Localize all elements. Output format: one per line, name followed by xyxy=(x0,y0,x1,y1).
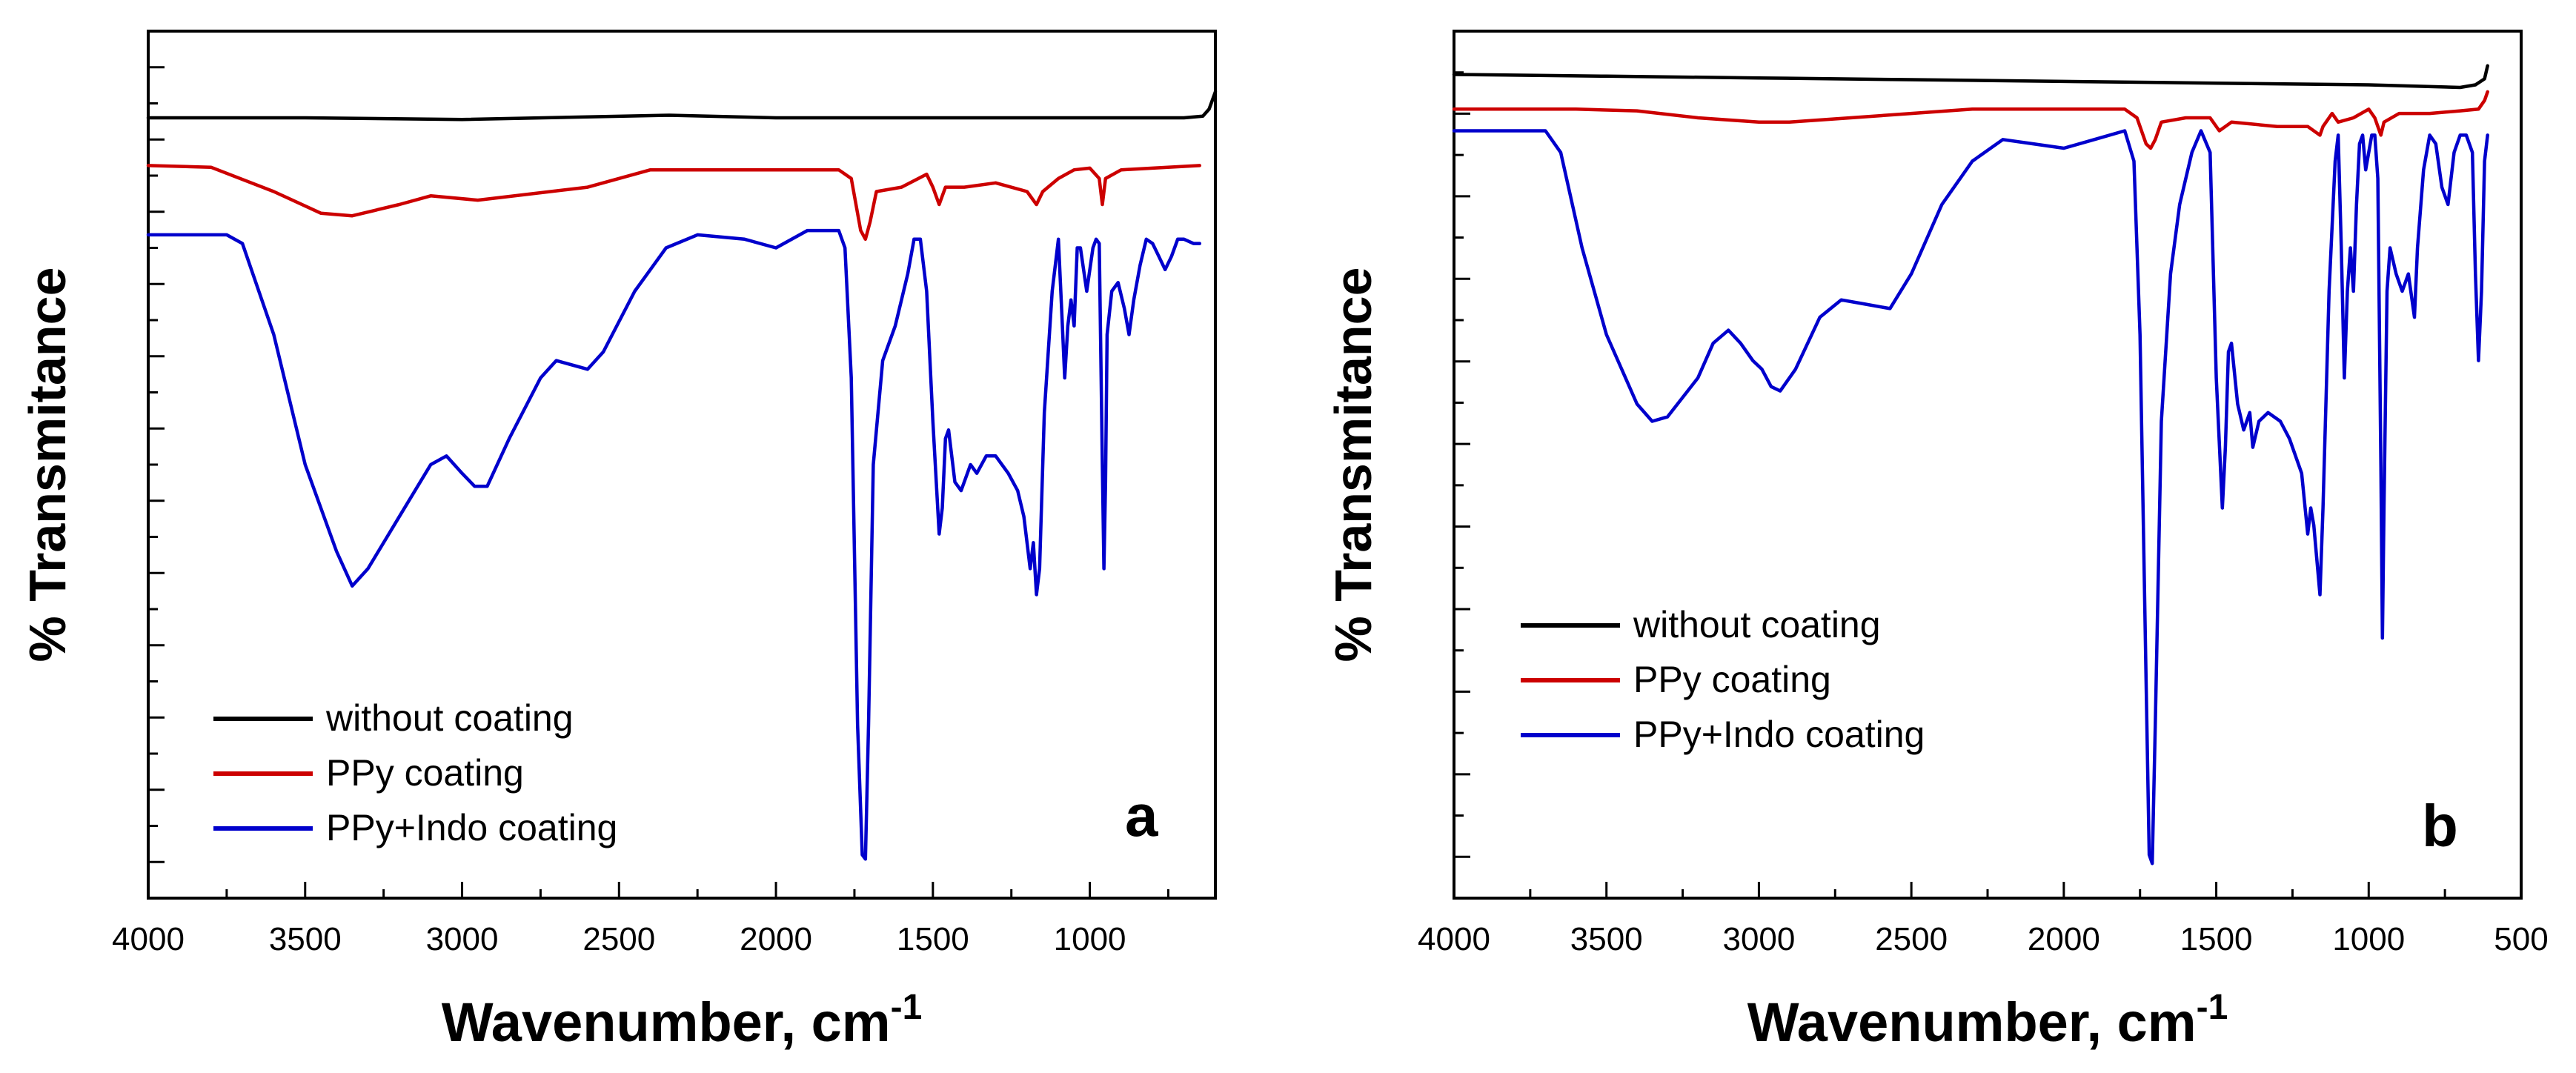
legend-label: PPy coating xyxy=(326,752,524,794)
x-axis-title: Wavenumber, cm-1 xyxy=(1747,988,2228,1053)
legend-label: PPy+Indo coating xyxy=(326,807,617,848)
x-axis-title-text: Wavenumber, cm xyxy=(442,991,891,1053)
x-tick-label: 1000 xyxy=(2332,921,2405,957)
x-tick-label: 3000 xyxy=(1722,921,1795,957)
y-axis-title: % Transmitance xyxy=(19,268,76,662)
x-axis-ticks: 4000 3500 3000 2500 2000 1500 1000 500 xyxy=(1418,882,2549,957)
series-line-without-coating xyxy=(146,90,1218,122)
x-axis-title-superscript: -1 xyxy=(2197,988,2228,1027)
x-tick-label: 4000 xyxy=(1418,921,1490,957)
x-axis-title: Wavenumber, cm-1 xyxy=(442,988,923,1053)
series-line-without-coating xyxy=(1452,64,2489,90)
x-tick-label: 1000 xyxy=(1054,921,1126,957)
y-axis-ticks xyxy=(1454,71,1470,858)
x-tick-label: 2500 xyxy=(582,921,655,957)
legend-label: PPy+Indo coating xyxy=(1633,714,1925,755)
x-tick-label: 2000 xyxy=(740,921,812,957)
legend: without coating PPy coating PPy+Indo coa… xyxy=(213,697,617,848)
y-axis-ticks xyxy=(148,66,165,863)
x-axis-title-text: Wavenumber, cm xyxy=(1747,991,2197,1053)
plot-frame xyxy=(147,30,1217,900)
series-line-ppy-coating xyxy=(1452,90,2489,150)
legend-label: without coating xyxy=(325,697,574,739)
legend: without coating PPy coating PPy+Indo coa… xyxy=(1521,604,1925,755)
x-tick-label: 1500 xyxy=(897,921,969,957)
panel-letter: a xyxy=(1125,783,1158,848)
legend-label: PPy coating xyxy=(1633,659,1831,700)
plot-area xyxy=(1452,64,2489,866)
x-tick-label: 3000 xyxy=(426,921,499,957)
x-tick-label: 500 xyxy=(2494,921,2548,957)
x-tick-label: 2500 xyxy=(1875,921,1948,957)
y-axis-title: % Transmitance xyxy=(1324,268,1382,662)
series-line-ppy-indo-coating xyxy=(1452,129,2489,866)
plot-area xyxy=(146,90,1218,861)
series-line-ppy-indo-coating xyxy=(146,228,1202,861)
x-tick-label: 3500 xyxy=(1570,921,1643,957)
panel-letter: b xyxy=(2422,793,2458,859)
plot-frame xyxy=(1453,30,2523,900)
x-axis-title-superscript: -1 xyxy=(891,988,923,1027)
panel-a: 4000 3500 3000 2500 2000 1500 1000 % Transmita… xyxy=(19,30,1218,1053)
legend-label: without coating xyxy=(1633,604,1881,645)
x-tick-label: 1500 xyxy=(2180,921,2253,957)
x-tick-label: 3500 xyxy=(269,921,342,957)
x-tick-label: 4000 xyxy=(112,921,185,957)
x-axis-ticks: 4000 3500 3000 2500 2000 1500 1000 xyxy=(112,882,1169,957)
panel-b: 4000 3500 3000 2500 2000 1500 1000 500 % Transm… xyxy=(1324,30,2549,1053)
x-tick-label: 2000 xyxy=(2028,921,2100,957)
series-line-ppy-coating xyxy=(146,164,1202,242)
